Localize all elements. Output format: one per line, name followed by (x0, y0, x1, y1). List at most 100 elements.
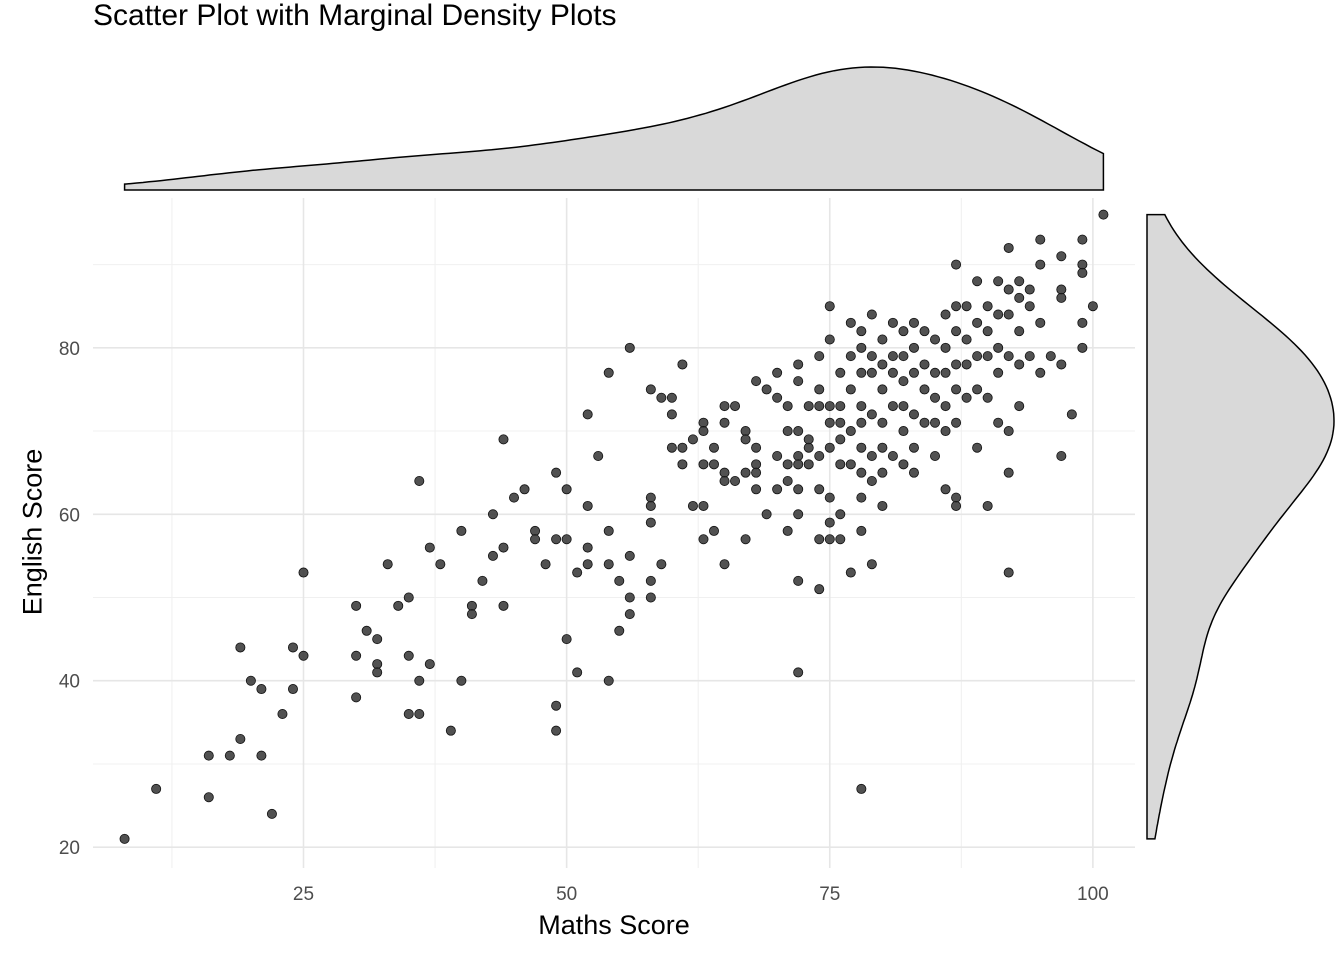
scatter-point (645, 500, 656, 511)
scatter-point (887, 401, 898, 412)
scatter-point (730, 401, 741, 412)
scatter-point (772, 484, 783, 495)
scatter-point (982, 392, 993, 403)
scatter-point (835, 401, 846, 412)
scatter-point (372, 659, 383, 670)
scatter-point (908, 442, 919, 453)
scatter-point (498, 434, 509, 445)
scatter-point (645, 517, 656, 528)
scatter-point (993, 367, 1004, 378)
scatter-point (551, 534, 562, 545)
scatter-point (224, 750, 235, 761)
scatter-point (856, 417, 867, 428)
scatter-point (782, 459, 793, 470)
scatter-point (782, 426, 793, 437)
scatter-point (1035, 259, 1046, 270)
scatter-point (908, 317, 919, 328)
scatter-point (908, 467, 919, 478)
scatter-point (793, 509, 804, 520)
scatter-point (266, 808, 277, 819)
scatter-point (403, 592, 414, 603)
scatter-point (908, 367, 919, 378)
scatter-point (519, 484, 530, 495)
scatter-point (298, 567, 309, 578)
scatter-point (1035, 234, 1046, 245)
scatter-point (782, 475, 793, 486)
chart-title: Scatter Plot with Marginal Density Plots (93, 0, 617, 32)
scatter-point (803, 434, 814, 445)
scatter-point (487, 550, 498, 561)
scatter-point (951, 417, 962, 428)
scatter-point (719, 417, 730, 428)
scatter-point (287, 684, 298, 695)
scatter-point (951, 359, 962, 370)
scatter-point (456, 525, 467, 536)
scatter-point (866, 475, 877, 486)
scatter-point (940, 401, 951, 412)
scatter-point (719, 475, 730, 486)
scatter-point (856, 492, 867, 503)
scatter-point (666, 442, 677, 453)
scatter-point (1098, 209, 1109, 220)
scatter-point (1035, 367, 1046, 378)
scatter-point (793, 459, 804, 470)
scatter-point (677, 459, 688, 470)
scatter-point (898, 376, 909, 387)
scatter-point (824, 442, 835, 453)
scatter-point (866, 351, 877, 362)
scatter-point (814, 384, 825, 395)
scatter-point (866, 309, 877, 320)
scatter-point (1066, 409, 1077, 420)
scatter-point (361, 625, 372, 636)
scatter-point (982, 301, 993, 312)
scatter-point (740, 426, 751, 437)
scatter-point (645, 592, 656, 603)
scatter-point (666, 409, 677, 420)
scatter-point (814, 534, 825, 545)
scatter-point (824, 334, 835, 345)
scatter-point (151, 783, 162, 794)
scatter-point (645, 384, 656, 395)
scatter-point (719, 467, 730, 478)
scatter-point (1056, 292, 1067, 303)
scatter-point (908, 342, 919, 353)
scatter-point (772, 392, 783, 403)
scatter-point (677, 359, 688, 370)
y-tick-label: 20 (59, 838, 80, 859)
scatter-point (866, 451, 877, 462)
scatter-point (351, 650, 362, 661)
scatter-point (782, 401, 793, 412)
scatter-point (772, 367, 783, 378)
scatter-point (1056, 359, 1067, 370)
scatter-point (1077, 317, 1088, 328)
scatter-point (877, 442, 888, 453)
scatter-point (803, 401, 814, 412)
scatter-point (856, 401, 867, 412)
scatter-point (972, 351, 983, 362)
scatter-point (1003, 467, 1014, 478)
scatter-point (677, 442, 688, 453)
scatter-point (814, 451, 825, 462)
scatter-point (940, 309, 951, 320)
scatter-point (277, 709, 288, 720)
scatter-point (972, 317, 983, 328)
scatter-point (961, 301, 972, 312)
scatter-point (414, 709, 425, 720)
x-axis-ticks: 25 50 75 100 (293, 884, 1109, 905)
scatter-point (835, 417, 846, 428)
scatter-point (951, 301, 962, 312)
scatter-point (708, 442, 719, 453)
scatter-point (1003, 351, 1014, 362)
scatter-point (414, 675, 425, 686)
scatter-point (719, 401, 730, 412)
scatter-point (877, 384, 888, 395)
scatter-point (582, 559, 593, 570)
scatter-point (530, 525, 541, 536)
scatter-point (624, 592, 635, 603)
scatter-point (235, 733, 246, 744)
scatter-point (614, 625, 625, 636)
scatter-point (793, 575, 804, 586)
scatter-point (551, 467, 562, 478)
scatter-point (814, 351, 825, 362)
